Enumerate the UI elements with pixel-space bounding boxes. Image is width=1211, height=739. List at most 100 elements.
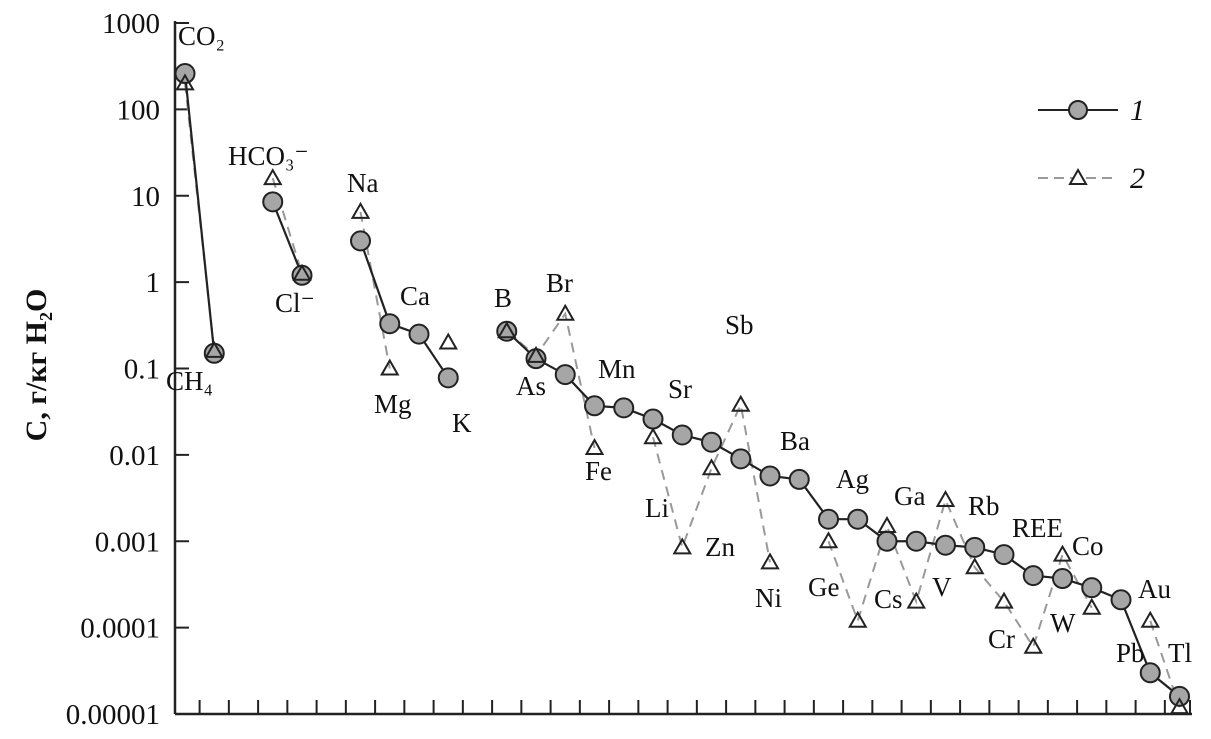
- series-2-point: [263, 168, 283, 186]
- series-markers: [174, 63, 1190, 715]
- series-1-line: [183, 73, 216, 354]
- series-1-point: [1110, 589, 1132, 611]
- series-2-point: [818, 531, 839, 549]
- point-label: Cr: [988, 624, 1015, 654]
- legend-marker-2: [1068, 167, 1088, 185]
- series-1-point: [876, 530, 898, 552]
- series-2-point: [965, 557, 985, 575]
- point-label: Li: [645, 493, 669, 523]
- point-label: Sr: [668, 374, 692, 404]
- series-2-line: [652, 401, 771, 563]
- series-1-line: [505, 330, 1181, 698]
- series-1-point: [1139, 662, 1161, 684]
- y-tick-label: 0.1: [124, 354, 160, 386]
- series-1-line: [271, 201, 304, 276]
- series-1-point: [408, 323, 430, 345]
- series-1-point: [1169, 685, 1190, 707]
- series-2-point: [555, 303, 575, 321]
- point-label: Br: [546, 268, 573, 298]
- series-1-point: [730, 448, 752, 470]
- point-label: Au: [1138, 574, 1171, 604]
- series-2-point: [1140, 610, 1160, 628]
- series-1-point: [847, 508, 869, 530]
- series-1-point: [759, 465, 781, 487]
- point-label: V: [932, 572, 952, 602]
- series-1-point: [1022, 565, 1044, 587]
- point-label: Ag: [836, 464, 869, 494]
- series-2-point: [1052, 544, 1073, 562]
- point-label: CH₄: [166, 366, 213, 396]
- series-2-point: [204, 340, 224, 358]
- point-label: Ca: [400, 281, 430, 311]
- y-axis-label: C, г/кг H₂O: [20, 289, 53, 442]
- point-labels: CO₂ CH₄ HCO₃⁻ Cl⁻ Na Mg Ca K B As Br Fe Mn Li Zn Sr Sb Ni…: [166, 21, 1192, 668]
- series-1-point: [554, 364, 576, 386]
- series-1-point: [350, 230, 371, 252]
- series-2-point: [380, 358, 400, 376]
- series-2-point: [1082, 597, 1102, 615]
- series-2-point: [643, 427, 663, 445]
- series-2-point: [1023, 636, 1043, 654]
- series-2-point: [526, 345, 546, 363]
- series-1-line: [359, 240, 450, 379]
- point-label: Pb: [1116, 638, 1145, 668]
- point-label: Mg: [374, 389, 412, 419]
- point-label: B: [494, 283, 512, 313]
- legend-marker-1: [1068, 100, 1088, 120]
- legend-label-1: 1: [1130, 94, 1145, 127]
- y-tick-label: 1: [146, 267, 161, 299]
- series-1-point: [671, 424, 693, 446]
- series-1-point: [584, 395, 605, 417]
- point-label: Fe: [585, 456, 612, 486]
- y-tick-label: 0.0001: [80, 613, 160, 645]
- point-label: Cl⁻: [275, 288, 315, 318]
- point-label: HCO₃⁻: [228, 141, 309, 171]
- point-label: Ni: [755, 583, 782, 613]
- point-label: W: [1050, 608, 1076, 638]
- point-label: Na: [347, 168, 378, 198]
- point-label: Sb: [725, 310, 754, 340]
- point-label: CO₂: [178, 21, 225, 51]
- legend: 1 2: [1038, 94, 1145, 195]
- series-2-point: [731, 394, 751, 412]
- series-2-point: [438, 332, 458, 350]
- series-1-point: [935, 534, 956, 556]
- series-1-point: [964, 536, 986, 558]
- series-1-point: [788, 468, 810, 490]
- series-1-point: [818, 508, 839, 530]
- series-1-point: [1081, 577, 1103, 599]
- series-2-point: [175, 73, 195, 91]
- series-1-point: [291, 264, 313, 286]
- point-label: Rb: [968, 491, 1000, 521]
- series-2-point: [848, 610, 868, 628]
- series-1-point: [701, 431, 722, 453]
- y-tick-label: 10: [131, 181, 160, 213]
- point-label: Ga: [894, 481, 925, 511]
- point-label: REE: [1012, 513, 1063, 543]
- series-1-point: [1052, 568, 1073, 590]
- series-2-point: [994, 591, 1014, 609]
- series-1-point: [905, 530, 927, 552]
- series-2-point: [350, 201, 371, 219]
- point-label: Ge: [808, 572, 839, 602]
- series-1-point: [642, 408, 664, 430]
- series-2-point: [1169, 697, 1190, 715]
- y-tick-label: 0.01: [109, 440, 160, 472]
- point-label: K: [452, 408, 472, 438]
- series-2-point: [760, 552, 780, 570]
- point-label: Cs: [874, 584, 903, 614]
- y-tick-label: 0.001: [95, 526, 160, 558]
- legend-label-2: 2: [1130, 162, 1145, 195]
- series-2-point: [935, 490, 956, 508]
- y-tick-label: 100: [117, 94, 161, 126]
- series-1-point: [262, 191, 284, 213]
- series-2-point: [877, 516, 897, 534]
- series-2-point: [584, 438, 605, 456]
- series-2-point: [497, 321, 517, 339]
- series-2-point: [672, 537, 692, 555]
- axes: 1000 100 10 1 0.1 0.01 0.001 0.0001 0.00001: [66, 8, 1192, 731]
- series-2-point: [906, 591, 926, 609]
- point-label: Mn: [598, 354, 636, 384]
- series-1-point: [437, 367, 459, 389]
